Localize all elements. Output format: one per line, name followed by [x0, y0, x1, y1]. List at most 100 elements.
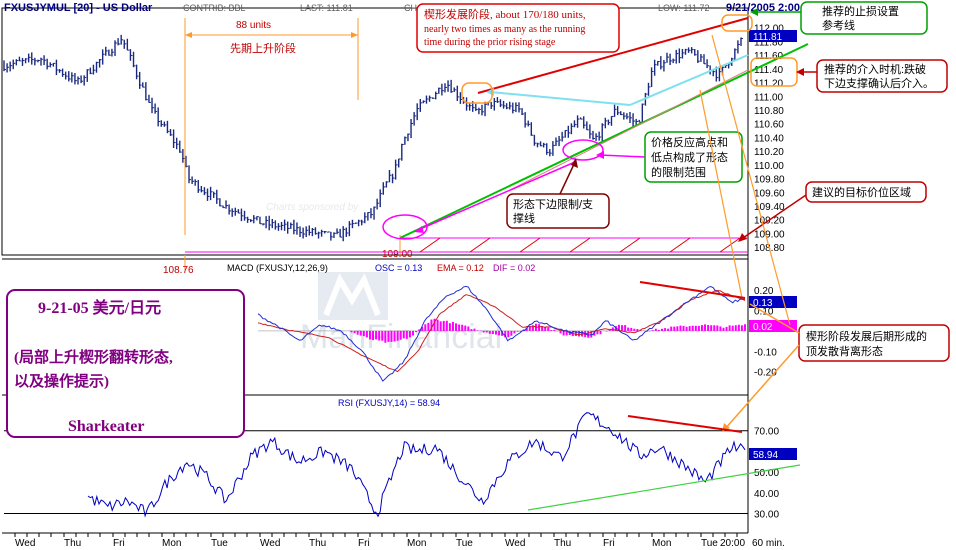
- x-tick-label: Tue: [456, 538, 473, 549]
- target-zone-callout: 建议的目标价位区域: [738, 181, 927, 242]
- prior-rise-bracket: [184, 18, 401, 270]
- boundary-line3: 的限制范围: [651, 165, 706, 179]
- y-tick-label: 50.00: [754, 468, 779, 479]
- macd-title: MACD (FXUSJY,12,26,9): [227, 263, 328, 273]
- magenta-support-line: [417, 161, 576, 231]
- x-tick-label: Mon: [407, 538, 426, 549]
- header-symbol: FXUSJYMUL [20] - US Dollar: [4, 2, 153, 14]
- peak-highlight-1: [461, 82, 493, 104]
- stop-loss-line1: 推荐的止损设置: [822, 4, 899, 18]
- rsi-title: RSI (FXUSJY,14) = 58.94: [338, 398, 440, 408]
- y-tick-label: -0.10: [754, 347, 777, 358]
- y-tick-label: 110.60: [754, 120, 784, 131]
- wedge-stage-line1: 楔形发展阶段, about 170/180 units,: [424, 7, 586, 21]
- entry-line1: 推荐的介入时机:跌破: [824, 62, 926, 76]
- x-tick-label: Tue: [211, 538, 228, 549]
- y-tick-label: 30.00: [754, 509, 779, 520]
- stop-loss-callout: 推荐的止损设置 参考线: [750, 1, 928, 35]
- macd-marker-2: 0.02: [749, 320, 797, 333]
- title-box-author: Sharkeater: [68, 418, 144, 435]
- header-ch: CH: [404, 3, 417, 13]
- y-tick-label: 110.00: [754, 161, 784, 172]
- wedge-stage-line3: time during the prior rising stage: [424, 37, 556, 48]
- x-tick-label: Thu: [64, 538, 81, 549]
- rsi-series: [87, 412, 746, 518]
- x-tick-label: Wed: [505, 538, 525, 549]
- price-last-label: 111.81: [753, 32, 783, 43]
- y-tick-label: 109.40: [754, 202, 785, 213]
- entry-line2: 下边支撑确认后介入。: [824, 76, 934, 90]
- lower-support-callout: 形态下边限制/支 撑线: [506, 158, 610, 229]
- x-tick-label: Fri: [113, 538, 125, 549]
- x-tick-label: Mon: [652, 538, 671, 549]
- peak-highlight-2: [721, 14, 753, 32]
- divergence-pointer-1: [711, 34, 791, 326]
- boundary-line2: 低点构成了形态: [651, 150, 728, 164]
- macd-osc: OSC = 0.13: [375, 263, 422, 273]
- header-low: LOW: 111.72: [658, 3, 710, 13]
- y-tick-label: 40.00: [754, 489, 779, 500]
- lower-support-line2: 撑线: [513, 211, 535, 225]
- y-tick-label: 111.80: [754, 37, 784, 48]
- y-tick-label: 111.60: [754, 51, 784, 62]
- wedge-lower-line: [399, 43, 809, 239]
- x-tick-label: Wed: [260, 538, 280, 549]
- cyan-line-2: [629, 54, 749, 106]
- macd-line: [257, 285, 746, 382]
- y-tick-label: 111.00: [754, 92, 784, 103]
- target-zone-hatch: [419, 237, 741, 253]
- wedge-stage-line2: nearly two times as many as the running: [424, 24, 585, 35]
- divergence-line2: 顶发散背离形态: [806, 344, 883, 358]
- header-datetime: 9/21/2005 2:00: [726, 2, 800, 14]
- watermark-sponsor: Charts sponsored by: [266, 202, 359, 213]
- y-tick-label: -0.20: [754, 368, 777, 379]
- y-tick-label: 109.80: [754, 175, 785, 186]
- divergence-callout: 楔形阶段发展后期形成的 顶发散背离形态: [722, 303, 950, 432]
- x-tick-label: 20:00: [720, 538, 745, 549]
- macd-ema: EMA = 0.12: [437, 263, 484, 273]
- y-tick-label: 111.20: [754, 79, 784, 90]
- macd-divergence-line: [639, 281, 746, 299]
- price-series: [3, 34, 743, 242]
- title-box-line3: 以及操作提示): [14, 372, 109, 390]
- price-last-marker: 111.81: [749, 30, 797, 43]
- cyan-line-1: [489, 91, 631, 106]
- x-tick-label: Fri: [358, 538, 370, 549]
- y-tick-label: 109.20: [754, 216, 785, 227]
- divergence-line1: 楔形阶段发展后期形成的: [806, 329, 927, 343]
- magenta-pointer: [599, 154, 646, 158]
- y-tick-label: 109.60: [754, 188, 785, 199]
- rsi-last-label: 58.94: [753, 450, 778, 461]
- x-tick-label: Wed: [15, 538, 35, 549]
- macd-signal-line: [257, 289, 746, 373]
- lower-support-line1: 形态下边限制/支: [513, 198, 593, 211]
- y-tick-label: 112.00: [754, 24, 784, 35]
- y-tick-label: 70.00: [754, 427, 779, 438]
- divergence-pointer-2: [699, 89, 743, 299]
- x-tick-label: Thu: [309, 538, 326, 549]
- wedge-stage-callout: 楔形发展阶段, about 170/180 units, nearly two …: [416, 3, 620, 53]
- x-tick-label: 60 min.: [752, 538, 785, 549]
- watermark: ManFinancial Charts sponsored by: [266, 202, 502, 356]
- units-88-label: 88 units: [236, 20, 271, 31]
- y-tick-label: 110.40: [754, 133, 784, 144]
- mid-ellipse: [562, 139, 604, 161]
- boundary-callout: 价格反应高点和 低点构成了形态 的限制范围: [644, 131, 743, 183]
- title-box-line1: 9-21-05 美元/日元: [38, 298, 161, 317]
- boundary-line1: 价格反应高点和: [651, 135, 728, 149]
- y-tick-label: 109.00: [754, 229, 785, 240]
- header-contrib: CONTRIB: BBL: [183, 3, 246, 13]
- rsi-last-marker: 58.94: [749, 448, 797, 461]
- title-box: 9-21-05 美元/日元 (局部上升楔形翻转形态, 以及操作提示) Shark…: [6, 289, 245, 438]
- macd-marker-2-label: 0.02: [753, 322, 773, 333]
- macd-series: [257, 285, 746, 382]
- x-tick-label: Fri: [603, 538, 615, 549]
- macd-marker-1-label: 0.13: [753, 298, 773, 309]
- price-panel-frame: [1, 7, 749, 256]
- header-last: LAST: 111.81: [300, 3, 353, 13]
- y-tick-label: 110.80: [754, 106, 784, 117]
- rsi-divergence-line: [627, 415, 743, 433]
- macd-dif: DIF = 0.02: [493, 263, 535, 273]
- wedge-upper-line: [477, 17, 749, 94]
